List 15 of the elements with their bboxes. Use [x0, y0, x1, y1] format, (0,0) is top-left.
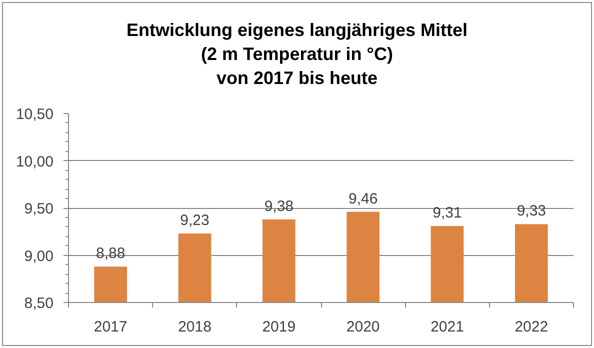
data-label: 9,23 [180, 212, 210, 230]
y-tick-label: 9,50 [24, 200, 54, 218]
x-tick-label: 2019 [262, 318, 296, 336]
y-tick-label: 9,00 [24, 248, 54, 265]
x-tick-label: 2020 [346, 318, 380, 336]
y-tick-label: 10,50 [16, 106, 54, 123]
x-tick-label: 2018 [178, 318, 212, 336]
x-tick-label: 2021 [430, 318, 464, 336]
y-tick-label: 10,00 [16, 153, 54, 170]
data-label: 9,46 [348, 190, 378, 208]
x-tick-label: 2022 [514, 318, 548, 336]
chart-title: Entwicklung eigenes langjähriges Mittel (2 m Temperatur in °C) von 2017 bis heute [125, 19, 469, 90]
y-tick-label: 8,50 [24, 295, 54, 312]
x-tick-label: 2017 [94, 318, 128, 336]
data-label: 9,31 [432, 204, 462, 222]
